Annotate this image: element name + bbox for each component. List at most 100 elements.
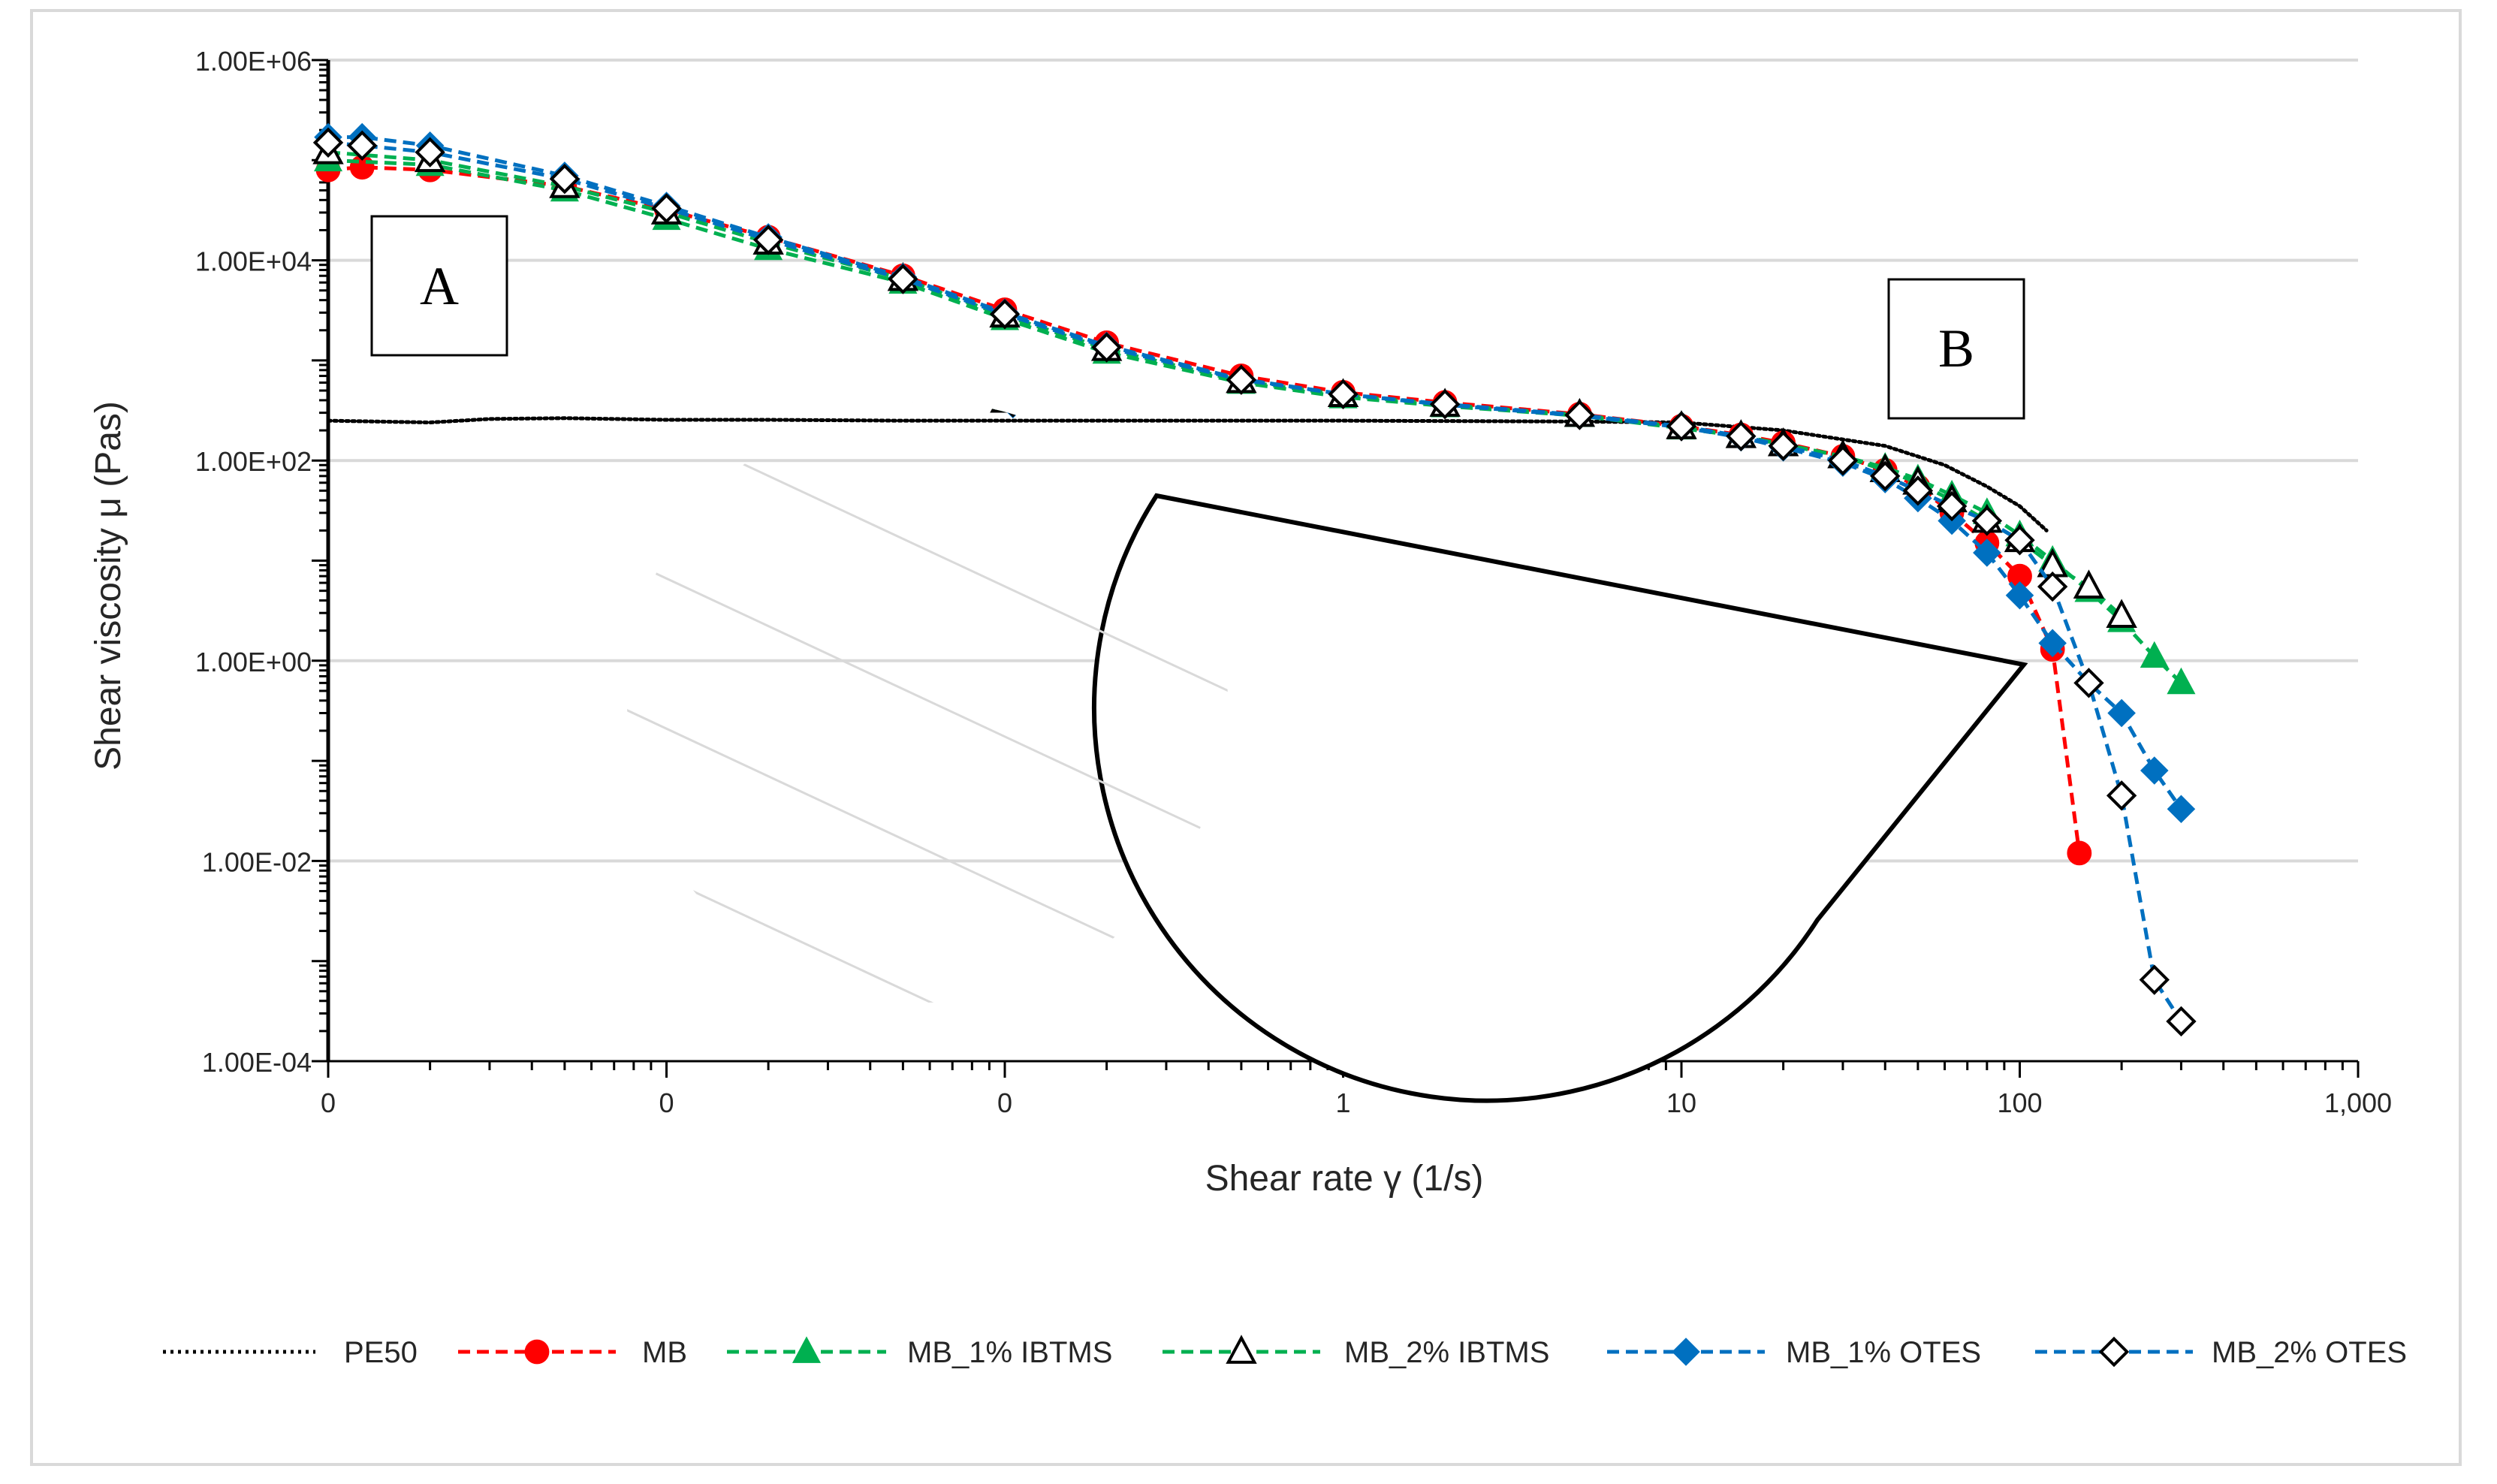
data-point bbox=[990, 402, 1036, 413]
data-point bbox=[2140, 641, 2169, 668]
data-point bbox=[1827, 445, 1859, 476]
legend-label: MB_2% IBTMS bbox=[1344, 1336, 1549, 1369]
series-layer bbox=[312, 122, 2197, 1037]
data-point bbox=[347, 130, 378, 161]
x-tick-label: 10 bbox=[1666, 1087, 1696, 1118]
data-point bbox=[720, 341, 761, 382]
data-point bbox=[792, 1336, 822, 1363]
data-point bbox=[1348, 474, 1389, 512]
data-point bbox=[1061, 402, 1107, 433]
data-point bbox=[152, 282, 188, 318]
data-point bbox=[722, 342, 758, 378]
annotation-b: B bbox=[1938, 318, 1974, 379]
series-line bbox=[326, 416, 2049, 532]
data-point bbox=[415, 137, 445, 167]
data-point bbox=[1328, 379, 1359, 410]
data-point bbox=[1936, 490, 1968, 522]
x-tick-label: 0 bbox=[321, 1087, 336, 1118]
data-point bbox=[1870, 460, 1901, 492]
series-pe50 bbox=[326, 416, 2049, 532]
data-point bbox=[1226, 1335, 1257, 1364]
zoom-gridline bbox=[627, 539, 1228, 865]
x-axis-label: Shear rate γ (1/s) bbox=[1205, 1159, 1484, 1199]
data-point bbox=[1726, 421, 1757, 451]
data-point bbox=[1291, 460, 1332, 502]
data-point bbox=[1062, 402, 1106, 425]
annotations: A B bbox=[370, 215, 2025, 420]
data-point bbox=[1564, 400, 1595, 430]
legend-label: PE50 bbox=[344, 1336, 418, 1369]
data-point bbox=[1291, 446, 1332, 484]
data-point bbox=[149, 288, 191, 327]
data-point bbox=[1163, 403, 1207, 444]
data-point bbox=[2004, 525, 2035, 556]
data-point bbox=[2038, 629, 2067, 658]
data-point bbox=[549, 164, 581, 195]
data-point bbox=[1061, 402, 1108, 426]
x-tick-label: 0 bbox=[659, 1087, 674, 1118]
legend: PE50 MB MB_1% IBTMS MB_2% IBTMS MB_1% OTES MB… bbox=[163, 1335, 2407, 1369]
data-point bbox=[2166, 1006, 2197, 1037]
data-point bbox=[1971, 505, 2003, 536]
data-point bbox=[149, 285, 191, 326]
data-point bbox=[2037, 571, 2068, 602]
data-point bbox=[2106, 599, 2137, 629]
axes: 1.00E-04 1.00E-02 1.00E+00 1.00E+02 1.00E+04… bbox=[195, 46, 2392, 1118]
data-point bbox=[1065, 402, 1103, 425]
data-point bbox=[149, 285, 191, 327]
data-point bbox=[1166, 407, 1204, 446]
legend-label: MB bbox=[642, 1336, 687, 1369]
data-point bbox=[892, 359, 933, 400]
data-point bbox=[1291, 472, 1332, 514]
legend-item: MB_2% IBTMS bbox=[1163, 1335, 1549, 1369]
series-line bbox=[327, 140, 2183, 1023]
data-point bbox=[888, 264, 918, 294]
data-point bbox=[892, 359, 933, 397]
data-point bbox=[2107, 698, 2136, 728]
data-point bbox=[1407, 494, 1449, 532]
data-point bbox=[2067, 840, 2092, 866]
zoom-gridline bbox=[627, 840, 1228, 1003]
data-point bbox=[1768, 430, 1799, 461]
data-point bbox=[989, 299, 1021, 330]
data-point bbox=[1235, 437, 1277, 478]
data-point bbox=[1348, 466, 1389, 505]
data-point bbox=[2140, 756, 2169, 785]
data-point bbox=[1235, 442, 1277, 484]
grid bbox=[328, 59, 2358, 863]
data-point bbox=[990, 402, 1036, 418]
data-point bbox=[720, 339, 761, 378]
series-mb-2-otes bbox=[312, 127, 2197, 1037]
legend-item: MB bbox=[458, 1336, 687, 1369]
data-point bbox=[1666, 411, 1697, 442]
data-point bbox=[1091, 332, 1122, 363]
data-point bbox=[2167, 795, 2196, 824]
data-point bbox=[2073, 569, 2105, 599]
data-point bbox=[1735, 1296, 1776, 1338]
data-point bbox=[651, 193, 682, 224]
data-point bbox=[894, 361, 930, 397]
data-point bbox=[1429, 389, 1461, 420]
data-point bbox=[1902, 475, 1934, 506]
data-point bbox=[524, 1339, 550, 1365]
data-point bbox=[994, 402, 1033, 412]
data-point bbox=[892, 360, 933, 399]
data-point bbox=[752, 225, 784, 255]
data-point bbox=[1690, 1231, 1731, 1272]
data-point bbox=[1348, 484, 1389, 526]
data-point bbox=[2106, 780, 2137, 811]
x-tick-label: 100 bbox=[1997, 1087, 2042, 1118]
data-point bbox=[1226, 364, 1257, 395]
legend-item: MB_2% OTES bbox=[2035, 1336, 2407, 1369]
data-point bbox=[1973, 538, 2001, 567]
annotation-a: A bbox=[420, 256, 459, 316]
data-point bbox=[1407, 506, 1449, 544]
y-tick-label: 1.00E+06 bbox=[195, 46, 312, 77]
data-point bbox=[1161, 402, 1208, 445]
data-point bbox=[2073, 668, 2104, 698]
legend-label: MB_1% OTES bbox=[1786, 1336, 1981, 1369]
data-point bbox=[2167, 667, 2196, 695]
data-point bbox=[1350, 497, 1386, 533]
annotation-b-box bbox=[1887, 278, 2025, 420]
